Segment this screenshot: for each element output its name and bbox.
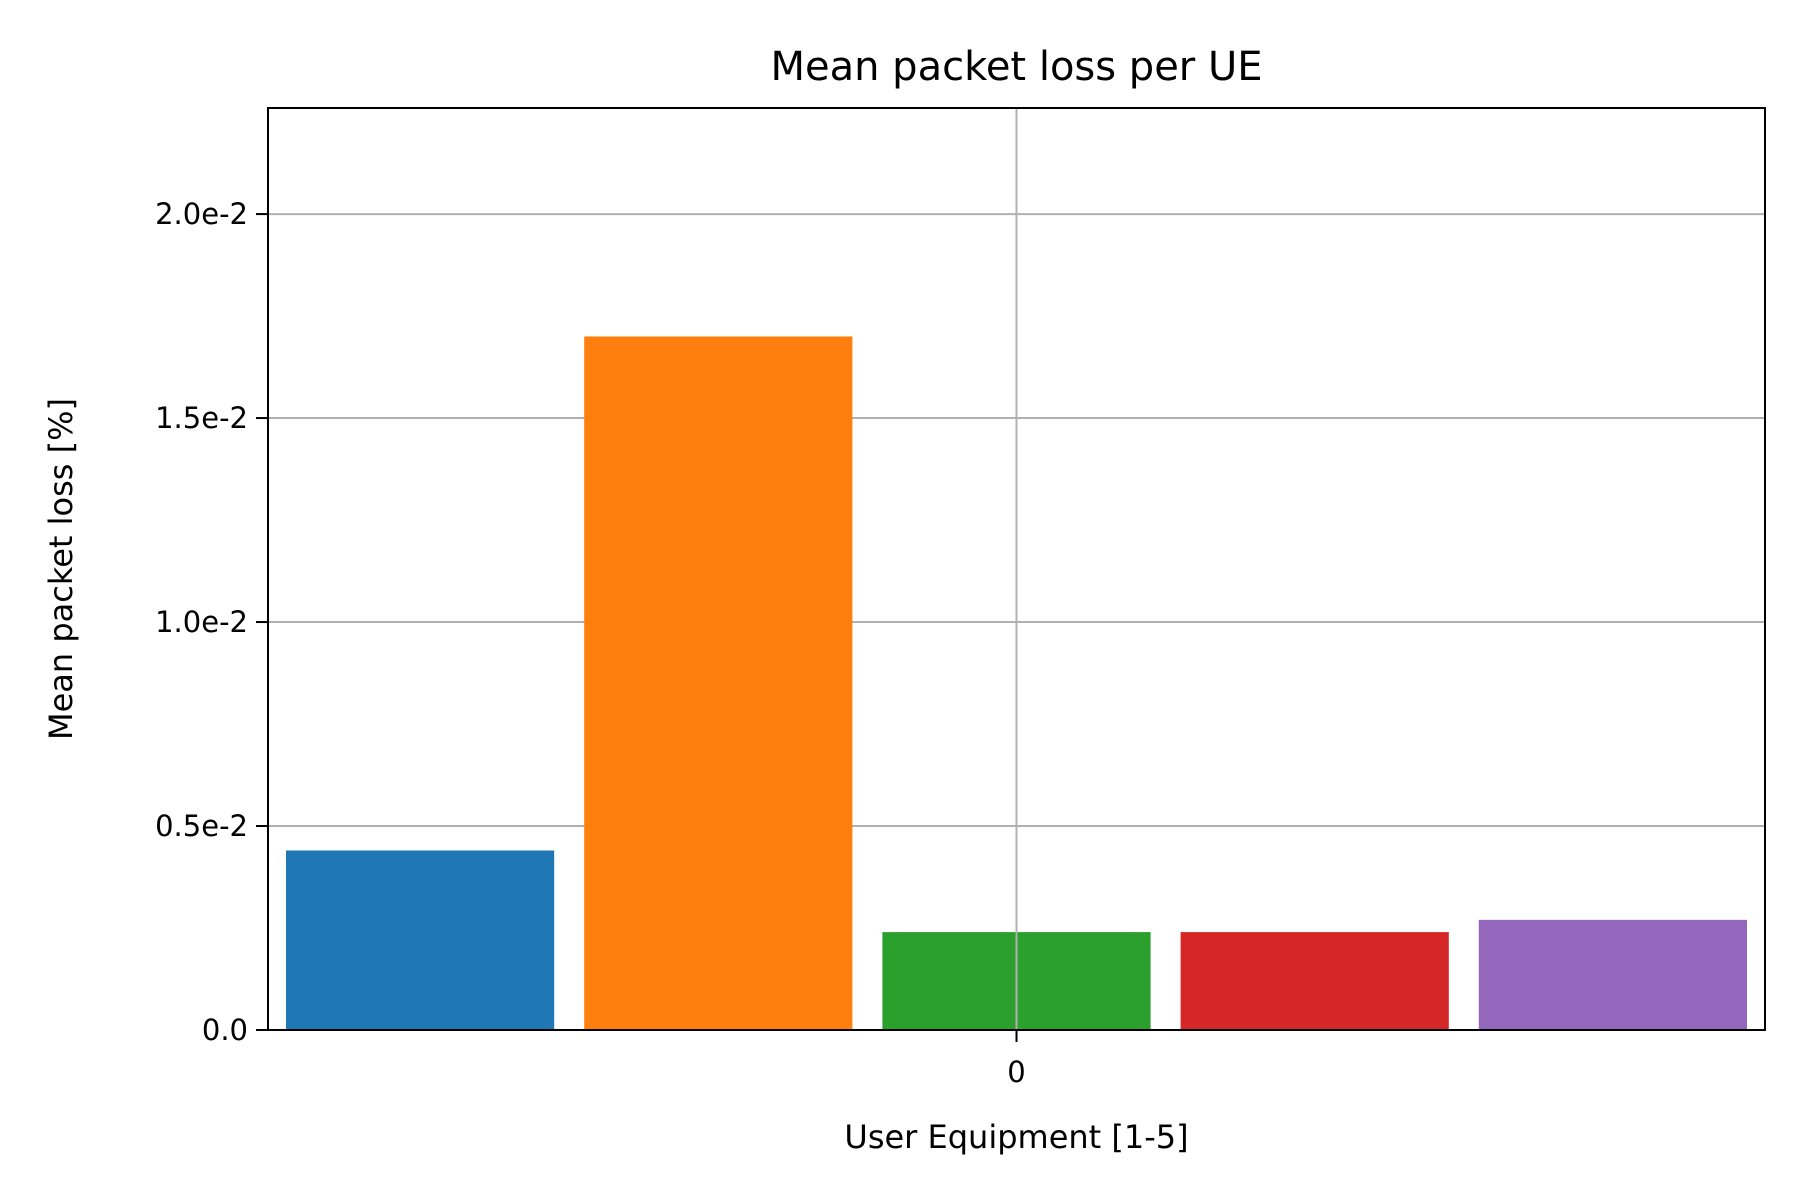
y-tick-label: 2.0e-2 xyxy=(155,197,248,231)
bar-ue-4 xyxy=(1180,932,1449,1030)
y-tick-label: 0.0 xyxy=(202,1013,248,1047)
y-axis-label: Mean packet loss [%] xyxy=(42,398,80,740)
x-axis-label: User Equipment [1-5] xyxy=(844,1118,1188,1156)
bar-ue-5 xyxy=(1478,919,1747,1030)
chart-title: Mean packet loss per UE xyxy=(770,44,1262,90)
bar-ue-2 xyxy=(584,336,853,1030)
x-tick-label: 0 xyxy=(1007,1055,1025,1089)
axis-ticks: 0.0 0.5e-2 1.0e-2 1.5e-2 2.0e-2 0 xyxy=(155,197,1026,1089)
y-tick-label: 1.0e-2 xyxy=(155,605,248,639)
y-tick-label: 0.5e-2 xyxy=(155,809,248,843)
bars xyxy=(286,108,1747,1030)
y-tick-label: 1.5e-2 xyxy=(155,401,248,435)
bar-ue-1 xyxy=(286,850,555,1030)
